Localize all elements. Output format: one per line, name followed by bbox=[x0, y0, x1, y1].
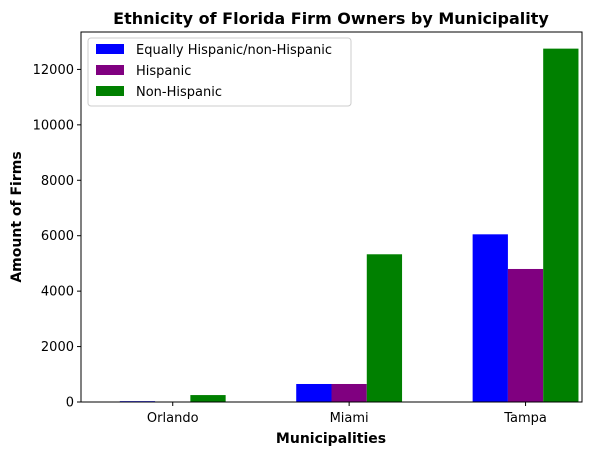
legend-label: Non-Hispanic bbox=[136, 85, 222, 100]
bar-miami-series-0 bbox=[296, 383, 332, 402]
x-tick-label: Miami bbox=[330, 411, 369, 426]
bars-layer bbox=[119, 48, 579, 402]
y-tick-label: 8000 bbox=[41, 174, 74, 189]
bar-orlando-series-2 bbox=[190, 395, 226, 402]
x-tick-label: Tampa bbox=[503, 411, 547, 426]
x-axis: Orlando Miami Tampa bbox=[147, 402, 547, 426]
x-tick-label: Orlando bbox=[147, 411, 199, 426]
legend-box bbox=[87, 37, 352, 107]
bar-miami-series-2 bbox=[366, 254, 403, 402]
legend-swatch bbox=[96, 86, 124, 96]
y-tick-label: 12000 bbox=[33, 63, 74, 78]
legend: Equally Hispanic/non-Hispanic Hispanic Non… bbox=[87, 37, 352, 107]
y-axis: 0 2000 4000 6000 8000 10000 12000 bbox=[33, 63, 81, 411]
legend-label: Hispanic bbox=[136, 64, 191, 79]
bar-tampa-series-1 bbox=[507, 268, 544, 402]
x-axis-label: Municipalities bbox=[276, 431, 386, 447]
y-tick-label: 4000 bbox=[41, 285, 74, 300]
y-tick-label: 2000 bbox=[41, 340, 74, 355]
y-tick-label: 0 bbox=[66, 396, 74, 411]
legend-swatch bbox=[96, 44, 124, 54]
bar-tampa-series-0 bbox=[472, 234, 508, 402]
bar-miami-series-1 bbox=[331, 383, 367, 402]
y-axis-label: Amount of Firms bbox=[9, 151, 25, 282]
y-tick-label: 10000 bbox=[33, 118, 74, 133]
legend-label: Equally Hispanic/non-Hispanic bbox=[136, 43, 332, 58]
chart-title: Ethnicity of Florida Firm Owners by Muni… bbox=[113, 9, 549, 28]
plot-frame bbox=[80, 31, 583, 403]
bar-tampa-series-2 bbox=[543, 48, 579, 402]
y-tick-label: 6000 bbox=[41, 229, 74, 244]
legend-swatch bbox=[96, 65, 124, 75]
